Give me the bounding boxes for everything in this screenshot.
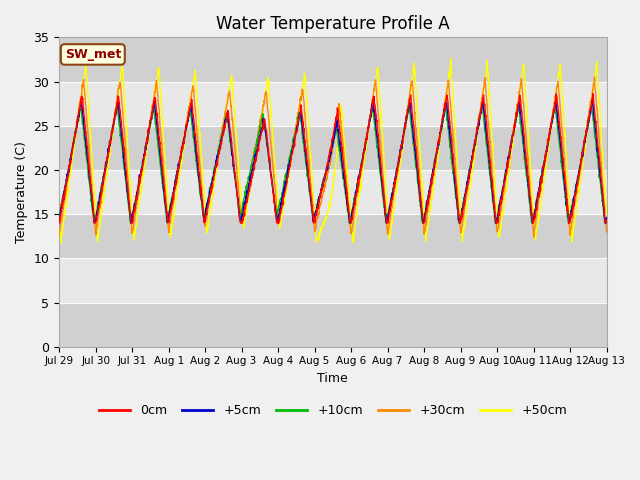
+30cm: [591, 74, 598, 80]
+30cm: [307, 181, 315, 187]
+30cm: [55, 231, 63, 237]
0cm: [83, 143, 91, 149]
+10cm: [587, 104, 595, 110]
Line: 0cm: 0cm: [59, 94, 607, 223]
+10cm: [307, 200, 315, 205]
+50cm: [487, 113, 495, 119]
+10cm: [55, 215, 63, 220]
+50cm: [322, 218, 330, 224]
+30cm: [530, 234, 538, 240]
0cm: [322, 173, 330, 179]
0cm: [307, 195, 315, 201]
+30cm: [321, 183, 329, 189]
0cm: [603, 217, 611, 223]
+5cm: [587, 104, 595, 110]
+5cm: [322, 172, 330, 178]
0cm: [589, 91, 596, 96]
+30cm: [83, 121, 91, 127]
+50cm: [587, 104, 595, 109]
+5cm: [55, 217, 63, 223]
+5cm: [587, 106, 595, 112]
Bar: [59, 82, 607, 126]
0cm: [486, 161, 494, 167]
Bar: [59, 302, 607, 347]
+5cm: [603, 215, 611, 221]
+5cm: [127, 220, 135, 226]
Line: +30cm: +30cm: [59, 77, 607, 237]
+5cm: [307, 196, 315, 202]
0cm: [90, 220, 98, 226]
+50cm: [57, 240, 65, 246]
0cm: [55, 220, 63, 226]
+50cm: [83, 87, 91, 93]
+50cm: [603, 211, 611, 216]
+50cm: [307, 158, 315, 164]
Bar: [59, 170, 607, 214]
Legend: 0cm, +5cm, +10cm, +30cm, +50cm: 0cm, +5cm, +10cm, +30cm, +50cm: [94, 399, 572, 422]
Y-axis label: Temperature (C): Temperature (C): [15, 141, 28, 243]
+30cm: [587, 102, 595, 108]
+10cm: [603, 217, 611, 223]
+10cm: [83, 159, 91, 165]
+30cm: [603, 229, 611, 235]
+10cm: [588, 107, 595, 112]
+10cm: [90, 220, 98, 226]
X-axis label: Time: Time: [317, 372, 348, 385]
Line: +10cm: +10cm: [59, 103, 607, 223]
+5cm: [486, 172, 494, 178]
+5cm: [83, 151, 91, 157]
+30cm: [587, 97, 595, 103]
0cm: [587, 106, 595, 112]
+10cm: [487, 177, 495, 183]
Line: +50cm: +50cm: [59, 59, 607, 243]
Bar: [59, 126, 607, 170]
+10cm: [478, 100, 486, 106]
+50cm: [588, 99, 595, 105]
Bar: [59, 258, 607, 302]
Bar: [59, 37, 607, 82]
Text: SW_met: SW_met: [65, 48, 121, 61]
Line: +5cm: +5cm: [59, 99, 607, 223]
+50cm: [55, 207, 63, 213]
+50cm: [447, 56, 454, 61]
Bar: [59, 214, 607, 258]
+10cm: [322, 169, 330, 175]
+30cm: [486, 139, 494, 144]
Title: Water Temperature Profile A: Water Temperature Profile A: [216, 15, 450, 33]
+5cm: [589, 96, 596, 102]
0cm: [587, 107, 595, 113]
